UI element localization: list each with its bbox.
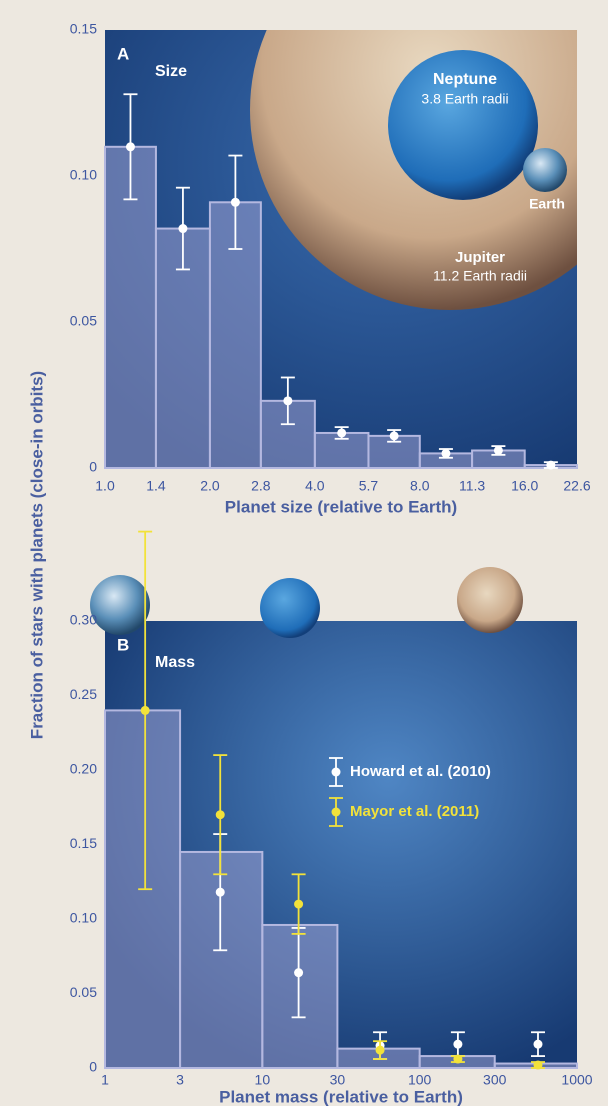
x-tick-label: 1: [101, 1072, 109, 1088]
point: [389, 431, 399, 441]
legend-label: Howard et al. (2010): [350, 763, 491, 780]
x-tick-label: 30: [330, 1072, 346, 1088]
y-axis-title: Fraction of stars with planets (close-in…: [27, 371, 46, 739]
y-tick-label: 0.20: [70, 761, 97, 777]
x-tick-label: 11.3: [459, 478, 485, 494]
x-tick-label: 8.0: [410, 478, 430, 494]
point: [453, 1039, 463, 1049]
y-tick-label: 0.10: [70, 910, 97, 926]
panel-title: Size: [155, 63, 187, 80]
y-tick-label: 0.15: [70, 835, 97, 851]
x-tick-label: 1.0: [95, 478, 115, 494]
point: [493, 445, 503, 455]
y-tick-label: 0.05: [70, 984, 97, 1000]
legend-icon: [331, 807, 341, 817]
point: [125, 142, 135, 152]
point: [215, 810, 225, 820]
bar: [261, 923, 339, 1070]
y-tick-label: 0.25: [70, 686, 97, 702]
x-tick-label: 2.8: [251, 478, 271, 494]
x-tick-label: 4.0: [305, 478, 325, 494]
neptune-icon: [260, 578, 320, 638]
image-label: Earth: [529, 196, 565, 212]
panel-title: Mass: [155, 654, 195, 671]
x-axis-title: Planet mass (relative to Earth): [219, 1087, 463, 1106]
x-tick-label: 10: [255, 1072, 271, 1088]
y-tick-label: 0.15: [70, 21, 97, 37]
y-tick-label: 0.10: [70, 167, 97, 183]
x-tick-label: 1.4: [146, 478, 166, 494]
x-tick-label: 300: [483, 1072, 507, 1088]
jupiter-icon: [457, 567, 523, 633]
point: [533, 1060, 543, 1070]
point: [178, 224, 188, 234]
point: [215, 887, 225, 897]
image-label: 11.2 Earth radii: [433, 268, 527, 284]
x-axis-title: Planet size (relative to Earth): [225, 497, 457, 516]
x-tick-label: 16.0: [511, 478, 538, 494]
y-tick-label: 0.30: [70, 612, 97, 628]
x-tick-label: 100: [408, 1072, 432, 1088]
point: [453, 1054, 463, 1064]
image-label: Neptune: [433, 71, 497, 88]
panel-label: B: [117, 635, 129, 654]
point: [283, 396, 293, 406]
y-tick-label: 0.05: [70, 313, 97, 329]
image-label: 3.8 Earth radii: [421, 91, 508, 107]
bar: [179, 850, 264, 1070]
x-tick-label: 22.6: [563, 478, 590, 494]
image-label: Jupiter: [455, 249, 505, 266]
point: [294, 899, 304, 909]
point: [337, 428, 347, 438]
point: [140, 705, 150, 715]
point: [533, 1039, 543, 1049]
point: [294, 968, 304, 978]
point: [441, 448, 451, 458]
point: [230, 197, 240, 207]
point: [546, 460, 556, 470]
planet-image: [250, 30, 577, 310]
y-tick-label: 0: [89, 1059, 97, 1075]
x-tick-label: 1000: [561, 1072, 592, 1088]
point: [375, 1045, 385, 1055]
x-tick-label: 3: [176, 1072, 184, 1088]
panel-label: A: [117, 44, 129, 63]
legend-icon: [331, 767, 341, 777]
bar: [104, 145, 157, 470]
y-tick-label: 0: [89, 459, 97, 475]
earth-icon: [90, 575, 150, 635]
x-tick-label: 2.0: [200, 478, 220, 494]
legend-label: Mayor et al. (2011): [350, 803, 479, 820]
x-tick-label: 5.7: [359, 478, 379, 494]
